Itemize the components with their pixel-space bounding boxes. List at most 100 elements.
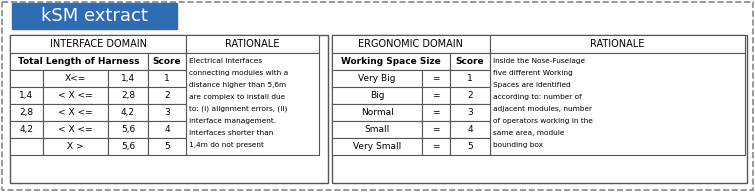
Text: adjacent modules, number: adjacent modules, number <box>493 106 592 112</box>
Text: 3: 3 <box>467 108 473 117</box>
Text: 2: 2 <box>164 91 170 100</box>
Bar <box>332 53 450 70</box>
Bar <box>332 35 747 183</box>
Text: =: = <box>433 108 439 117</box>
Bar <box>108 121 148 138</box>
Text: Very Big: Very Big <box>359 74 396 83</box>
Text: Small: Small <box>365 125 390 134</box>
Text: 2: 2 <box>467 91 473 100</box>
Text: Interfaces shorter than: Interfaces shorter than <box>189 130 273 136</box>
Bar <box>10 70 43 87</box>
Text: 4: 4 <box>164 125 170 134</box>
Text: 3: 3 <box>164 108 170 117</box>
Text: RATIONALE: RATIONALE <box>590 39 645 49</box>
Text: Electrical interfaces: Electrical interfaces <box>189 58 262 64</box>
Text: =: = <box>433 74 439 83</box>
Text: =: = <box>433 125 439 134</box>
Bar <box>148 121 186 138</box>
Text: 5,6: 5,6 <box>121 142 135 151</box>
Text: distance higher than 5,6m: distance higher than 5,6m <box>189 82 286 88</box>
Bar <box>10 35 328 183</box>
Bar <box>332 35 490 53</box>
Bar <box>10 53 148 70</box>
Bar <box>108 87 148 104</box>
Bar <box>450 53 490 70</box>
Text: RATIONALE: RATIONALE <box>225 39 279 49</box>
Bar <box>108 138 148 155</box>
Text: Spaces are identified: Spaces are identified <box>493 82 571 88</box>
Bar <box>422 121 450 138</box>
Text: Inside the Nose-Fuselage: Inside the Nose-Fuselage <box>493 58 585 64</box>
Bar <box>422 104 450 121</box>
Bar <box>148 87 186 104</box>
Text: 2,8: 2,8 <box>20 108 33 117</box>
Bar <box>10 104 43 121</box>
Bar <box>332 87 422 104</box>
Text: 1,4: 1,4 <box>121 74 135 83</box>
Text: =: = <box>433 142 439 151</box>
Bar <box>332 121 422 138</box>
Text: same area, module: same area, module <box>493 130 565 136</box>
Text: 4,2: 4,2 <box>20 125 33 134</box>
Bar <box>10 121 43 138</box>
Text: < X <=: < X <= <box>58 108 93 117</box>
Text: 5: 5 <box>164 142 170 151</box>
Text: of operators working in the: of operators working in the <box>493 118 593 124</box>
Bar <box>10 87 43 104</box>
Text: Big: Big <box>370 91 384 100</box>
Text: 4: 4 <box>467 125 473 134</box>
Text: connecting modules with a: connecting modules with a <box>189 70 288 76</box>
Text: 5: 5 <box>467 142 473 151</box>
Text: Score: Score <box>456 57 484 66</box>
Text: X >: X > <box>67 142 84 151</box>
Bar <box>422 138 450 155</box>
Text: ERGONOMIC DOMAIN: ERGONOMIC DOMAIN <box>359 39 464 49</box>
Bar <box>148 53 186 70</box>
Text: INTERFACE DOMAIN: INTERFACE DOMAIN <box>50 39 146 49</box>
Text: 1: 1 <box>467 74 473 83</box>
Text: Total Length of Harness: Total Length of Harness <box>18 57 140 66</box>
Bar <box>186 53 319 155</box>
Bar <box>450 87 490 104</box>
Bar <box>12 3 177 29</box>
Text: bounding box: bounding box <box>493 142 543 148</box>
Text: < X <=: < X <= <box>58 91 93 100</box>
Text: are complex to install due: are complex to install due <box>189 94 285 100</box>
Text: X<=: X<= <box>65 74 86 83</box>
Bar <box>332 70 422 87</box>
Bar <box>450 70 490 87</box>
Bar <box>450 104 490 121</box>
Bar <box>422 70 450 87</box>
Text: kSM extract: kSM extract <box>41 7 148 25</box>
Text: < X <=: < X <= <box>58 125 93 134</box>
Text: 2,8: 2,8 <box>121 91 135 100</box>
Text: according to: number of: according to: number of <box>493 94 582 100</box>
Bar <box>108 104 148 121</box>
Bar <box>148 138 186 155</box>
Text: Working Space Size: Working Space Size <box>341 57 441 66</box>
Bar <box>490 35 745 53</box>
Text: 4,2: 4,2 <box>121 108 135 117</box>
Bar <box>450 121 490 138</box>
Bar <box>108 70 148 87</box>
Text: to: (i) alignment errors, (ii): to: (i) alignment errors, (ii) <box>189 106 288 112</box>
Text: five different Working: five different Working <box>493 70 573 76</box>
Bar <box>43 104 108 121</box>
Bar <box>186 35 319 53</box>
Bar <box>450 138 490 155</box>
Bar <box>490 53 745 155</box>
Text: 1,4: 1,4 <box>20 91 33 100</box>
Bar <box>148 70 186 87</box>
Bar <box>43 138 108 155</box>
Bar <box>43 87 108 104</box>
Bar <box>332 104 422 121</box>
Bar <box>10 35 186 53</box>
Text: Very Small: Very Small <box>353 142 401 151</box>
Text: Normal: Normal <box>361 108 393 117</box>
Bar <box>10 138 43 155</box>
Bar <box>422 87 450 104</box>
Text: Score: Score <box>153 57 181 66</box>
Bar <box>332 138 422 155</box>
Bar <box>43 70 108 87</box>
Text: 1,4m do not present: 1,4m do not present <box>189 142 264 148</box>
